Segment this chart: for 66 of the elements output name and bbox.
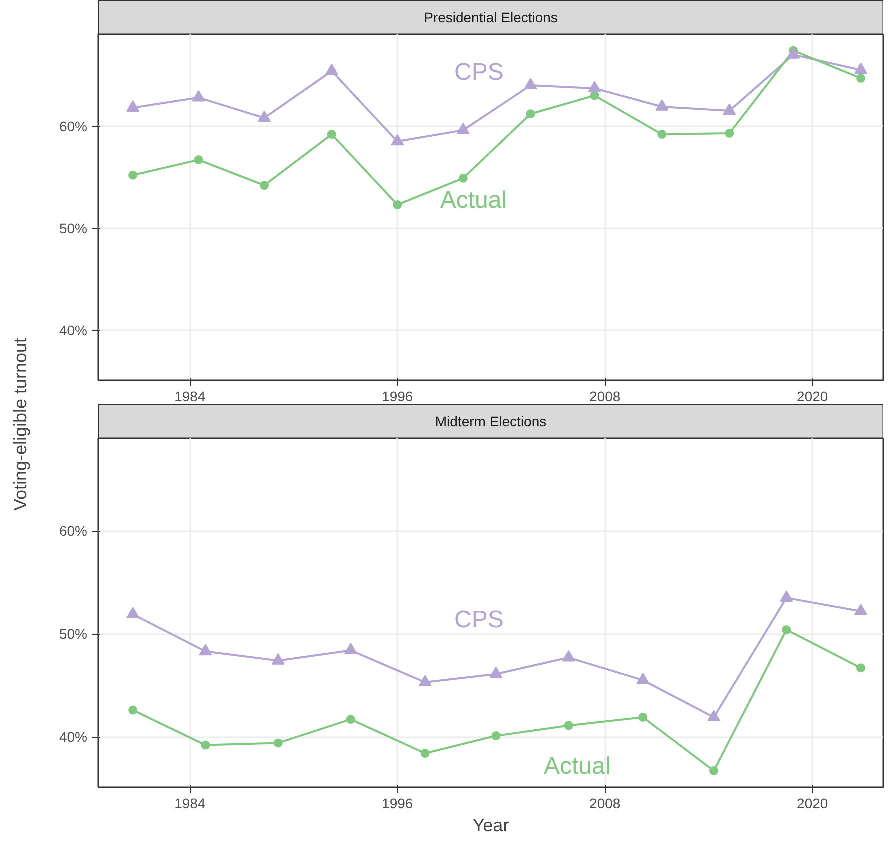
point [391, 134, 404, 146]
series-label: Actual [440, 187, 508, 214]
y-tick-label: 50% [59, 626, 88, 642]
x-tick-label: 2020 [797, 388, 828, 404]
point [393, 200, 402, 210]
point [854, 604, 868, 616]
point [325, 64, 338, 76]
chart-title: Presidential Elections [424, 10, 558, 26]
point [710, 766, 719, 776]
point [344, 643, 358, 655]
point [272, 653, 285, 665]
y-tick-label: 60% [59, 523, 88, 540]
point [274, 738, 283, 748]
point [856, 664, 866, 673]
point [524, 78, 538, 90]
point [787, 47, 800, 59]
point [780, 590, 794, 602]
x-tick-label: 2008 [590, 388, 621, 404]
point [418, 675, 432, 686]
y-tick-label: 40% [59, 729, 88, 746]
point [492, 732, 501, 741]
y-tick-label: 60% [59, 118, 88, 134]
point [194, 156, 204, 165]
point [458, 174, 468, 183]
point [126, 100, 140, 112]
x-tick-label: 1996 [382, 388, 414, 404]
point [346, 715, 356, 724]
series-label: CPS [454, 606, 504, 634]
point [564, 721, 574, 730]
point [723, 104, 736, 116]
y-tick-label: 40% [59, 322, 88, 338]
point [201, 740, 210, 750]
x-axis-title: Year [472, 816, 510, 836]
series-label: Actual [544, 753, 611, 780]
x-tick-label: 2020 [797, 796, 828, 812]
point [128, 706, 138, 715]
point [456, 123, 470, 134]
point [258, 110, 271, 122]
point [725, 129, 734, 138]
point [588, 81, 602, 93]
point [192, 90, 206, 102]
point [199, 644, 212, 656]
point [658, 130, 667, 140]
point [260, 181, 269, 190]
point [856, 74, 866, 83]
x-tick-label: 1984 [174, 796, 206, 812]
y-tick-label: 50% [59, 220, 88, 236]
point [636, 673, 650, 684]
x-tick-label: 1996 [382, 796, 414, 812]
point [126, 607, 140, 619]
point [490, 666, 503, 678]
y-axis-title: Voting-eligible turnout [10, 338, 30, 512]
x-tick-label: 1984 [174, 388, 206, 404]
point [327, 130, 336, 140]
point [562, 650, 576, 662]
x-tick-label: 2008 [590, 796, 621, 812]
point [128, 170, 138, 180]
point [420, 749, 430, 758]
chart-title: Midterm Elections [435, 414, 547, 430]
series-label: CPS [454, 59, 504, 86]
point [638, 713, 648, 722]
point [708, 710, 721, 722]
point [854, 62, 868, 74]
point [526, 110, 536, 119]
point [782, 625, 792, 634]
point [656, 100, 669, 111]
